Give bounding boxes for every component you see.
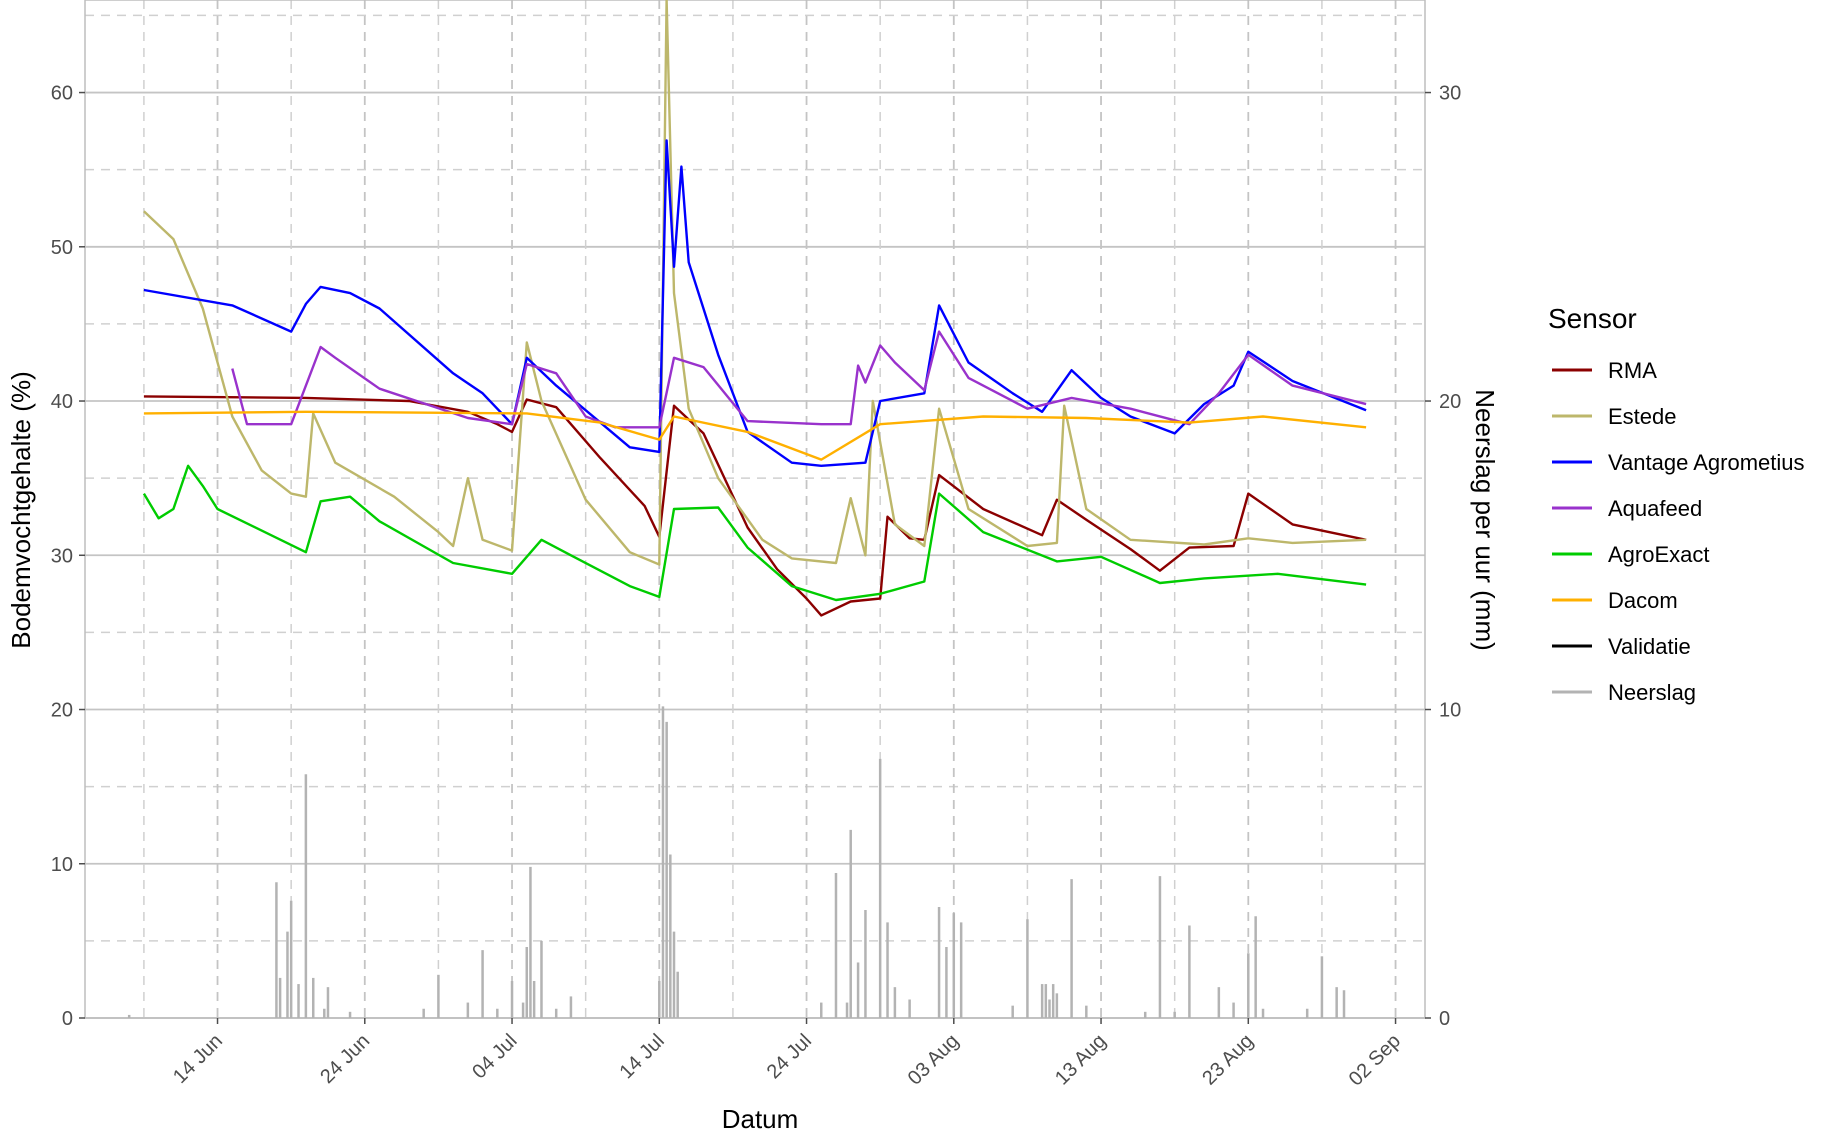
legend-label: Estede [1608, 404, 1677, 429]
legend: Sensor RMA Estede Vantage Agrometius Aquafe… [1548, 303, 1805, 705]
legend-label: Vantage Agrometius [1608, 450, 1805, 475]
x-tick-label: 04 Jul [468, 1030, 521, 1083]
series-layer [127, 0, 1367, 1018]
x-axis-title: Datum [722, 1104, 799, 1134]
y2-tick-label: 30 [1439, 83, 1461, 105]
x-tick-label: 14 Jun [169, 1030, 227, 1088]
x-tick-label: 24 Jul [763, 1030, 816, 1083]
y-tick-label: 0 [62, 1008, 73, 1030]
y2-tick-label: 20 [1439, 391, 1461, 413]
series-line-agroexact [142, 464, 1367, 602]
series-line-rma [143, 395, 1367, 617]
y-tick-label: 50 [51, 237, 73, 259]
y2-tick-label: 10 [1439, 700, 1461, 722]
legend-label: Validatie [1608, 634, 1691, 659]
legend-label: Dacom [1608, 588, 1678, 613]
y-tick-label: 10 [51, 854, 73, 876]
y2-axis-title: Neerslag per uur (mm) [1470, 389, 1500, 651]
series-line-estede [143, 0, 1367, 566]
series-line-dacom [143, 410, 1367, 461]
y-tick-label: 20 [51, 700, 73, 722]
y-axis-title: Bodemvochtgehalte (%) [6, 371, 36, 648]
x-tick-label: 13 Aug [1051, 1030, 1111, 1090]
y-tick-label: 40 [51, 391, 73, 413]
legend-label: Neerslag [1608, 680, 1696, 705]
legend-label: AgroExact [1608, 542, 1710, 567]
grid [84, 0, 1426, 1019]
series-line-aquafeed [231, 330, 1367, 429]
series-line-vantage-agrometius [143, 139, 1367, 467]
x-tick-label: 23 Aug [1198, 1030, 1258, 1090]
x-tick-label: 03 Aug [904, 1030, 964, 1090]
legend-label: RMA [1608, 358, 1657, 383]
x-tick-label: 24 Jun [316, 1030, 374, 1088]
x-tick-label: 14 Jul [616, 1030, 669, 1083]
y-tick-label: 60 [51, 83, 73, 105]
panel-border [84, 0, 1426, 1019]
x-tick-label: 02 Sep [1345, 1030, 1405, 1090]
y-tick-label: 30 [51, 545, 73, 567]
legend-title: Sensor [1548, 303, 1637, 334]
axis-ticks: 0 10 20 30 40 50 60 0 10 20 30 14 Jun 24 Jun 04 Jul 14… [51, 83, 1462, 1091]
y2-tick-label: 0 [1439, 1008, 1450, 1030]
legend-label: Aquafeed [1608, 496, 1702, 521]
